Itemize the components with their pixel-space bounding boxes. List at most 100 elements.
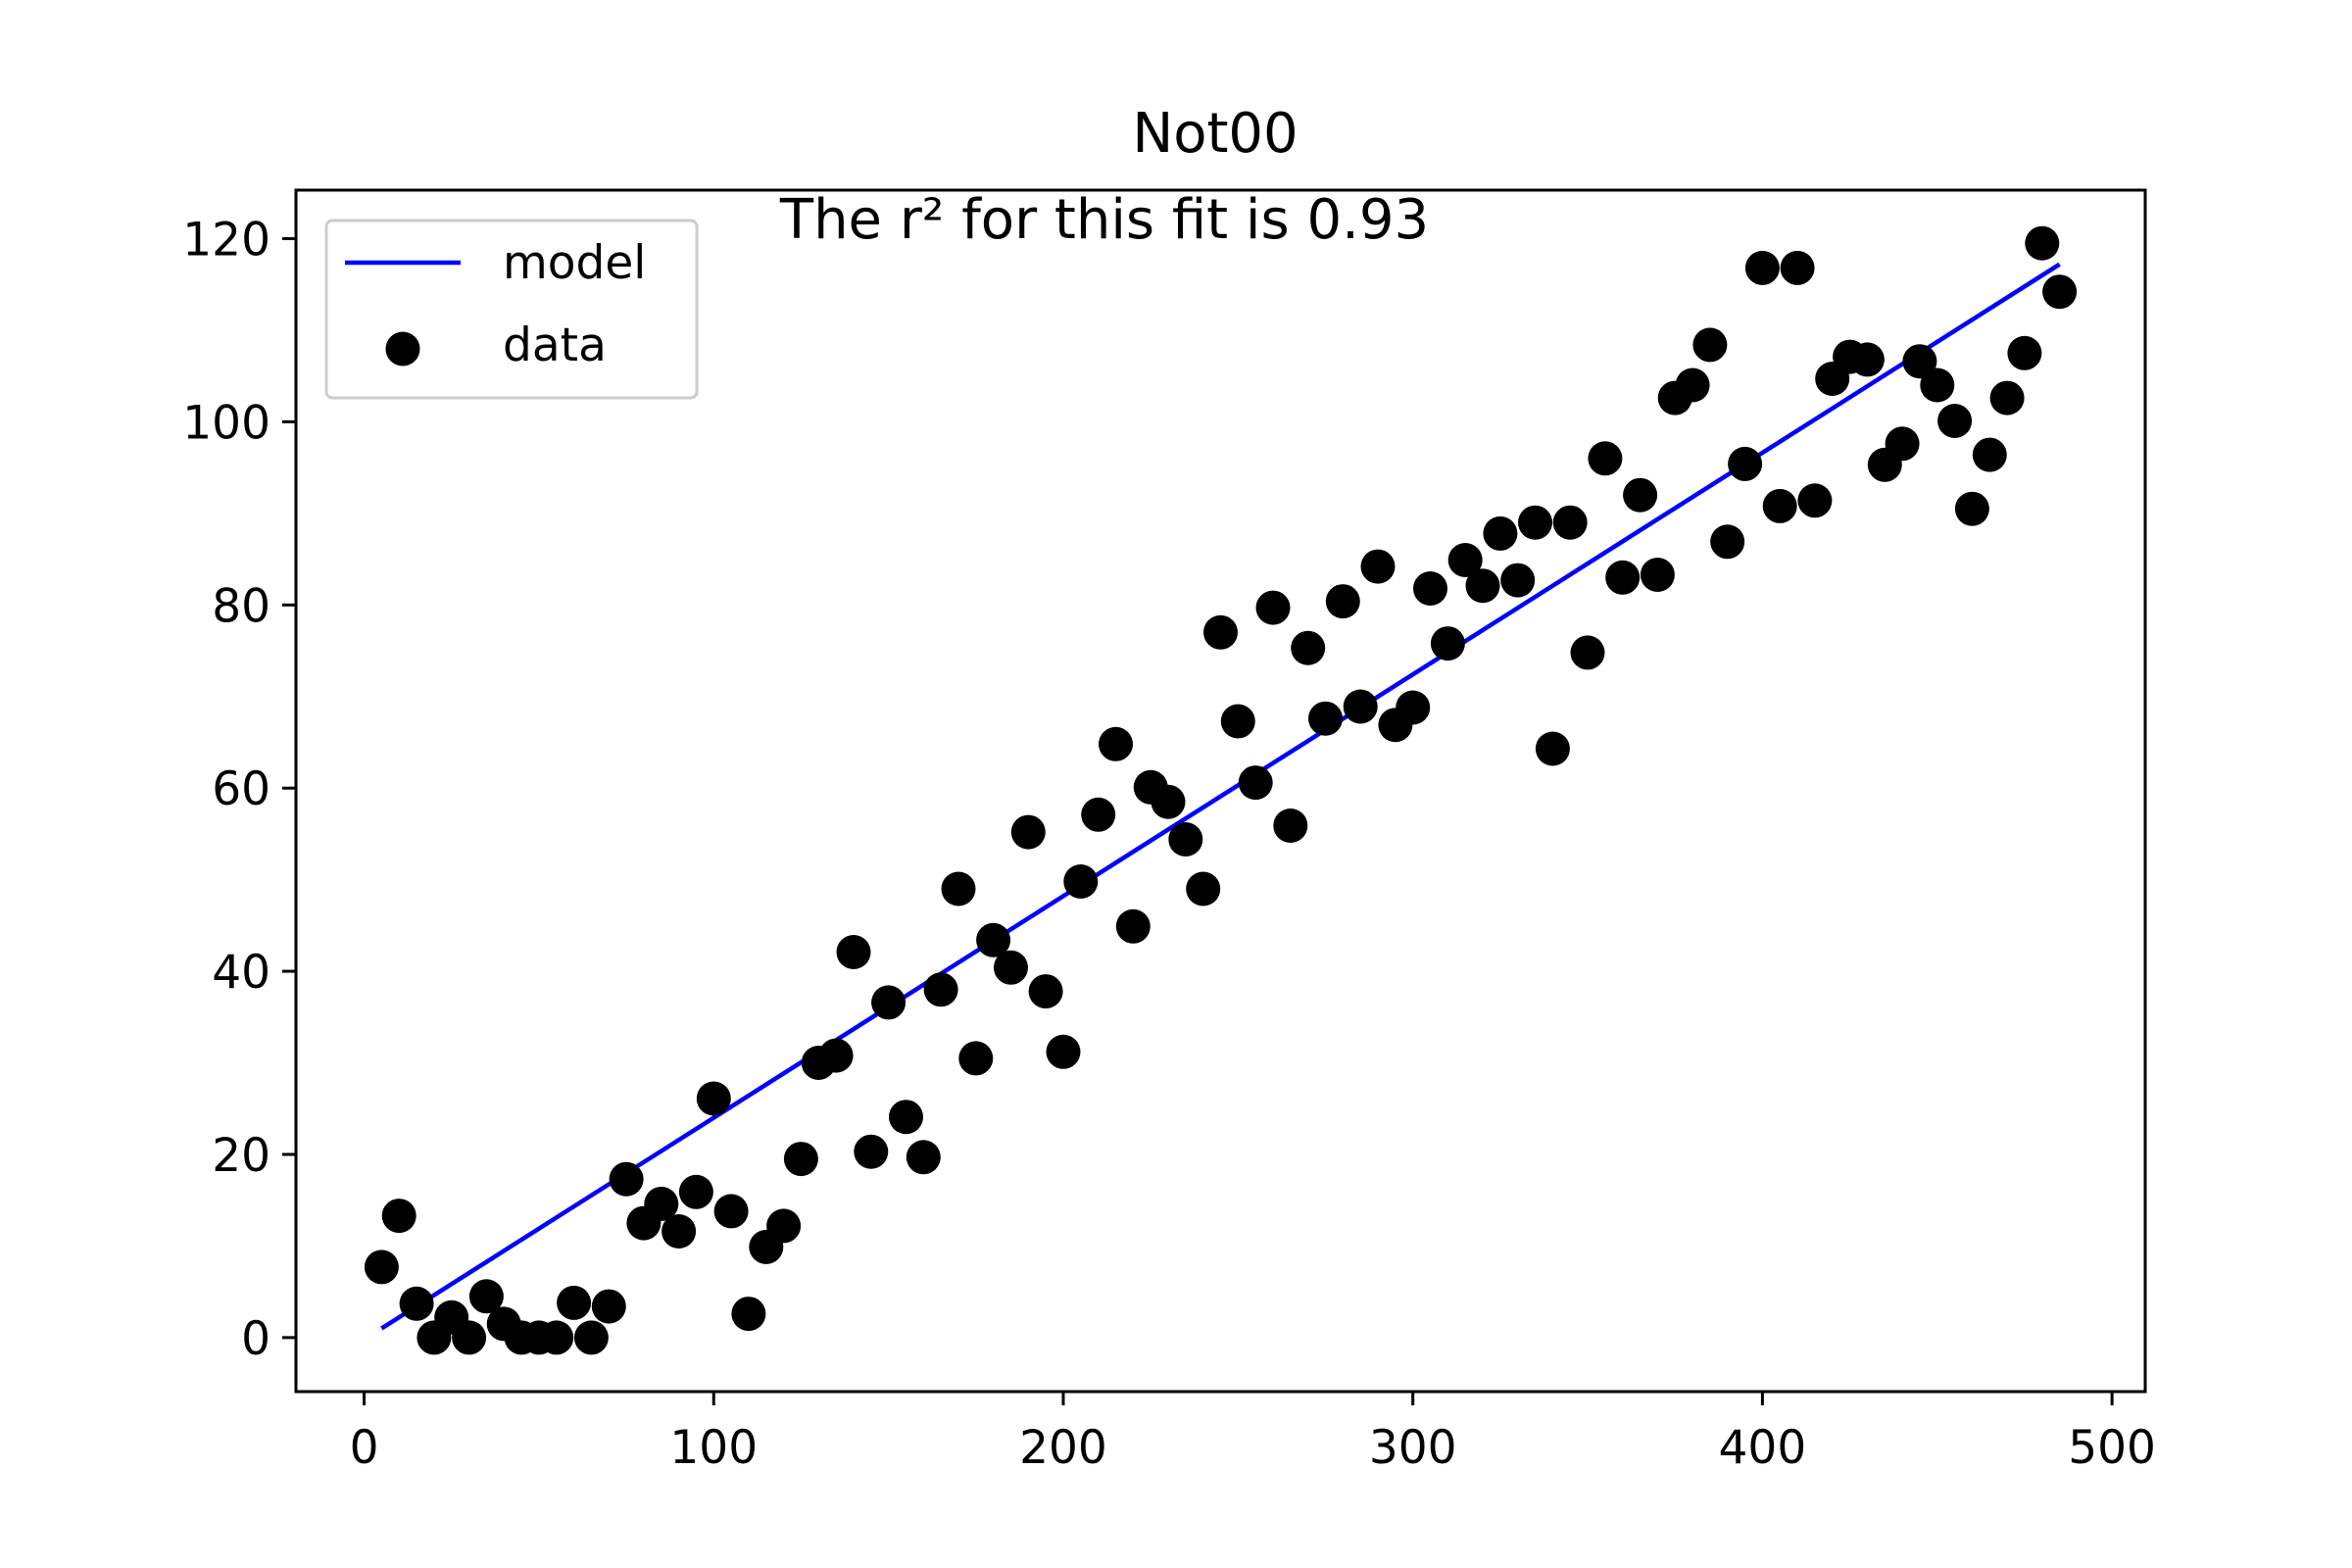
data-point (1081, 797, 1116, 832)
data-point (1168, 822, 1203, 857)
legend-model-label: model (503, 236, 646, 290)
y-tick-label: 80 (212, 579, 270, 633)
data-point (994, 950, 1028, 985)
data-point (557, 1285, 592, 1320)
data-point (1797, 483, 1833, 518)
model-line (380, 262, 2061, 1331)
data-point (1325, 584, 1360, 619)
data-point (1483, 515, 1518, 551)
data-point (906, 1140, 941, 1175)
data-point (731, 1297, 766, 1332)
data-point (1203, 614, 1238, 650)
x-tick-label: 300 (1369, 1421, 1457, 1475)
data-point (678, 1174, 713, 1209)
data-point (1762, 488, 1797, 523)
data-point (1623, 477, 1658, 513)
data-point (1937, 404, 1973, 438)
data-point (591, 1289, 626, 1324)
data-point (1430, 626, 1465, 662)
x-tick-label: 100 (669, 1421, 758, 1475)
data-point (1588, 441, 1623, 476)
data-point (1115, 908, 1151, 944)
data-point (696, 1081, 731, 1116)
data-point (1710, 524, 1745, 560)
data-point (1692, 327, 1728, 363)
data-point (1465, 568, 1500, 604)
plot-frame (294, 188, 2147, 1394)
data-point (539, 1320, 574, 1355)
data-point (854, 1134, 889, 1169)
data-point (1186, 871, 1221, 906)
data-point (1099, 726, 1133, 761)
data-point (609, 1161, 644, 1197)
data-point (1308, 701, 1343, 736)
data-point (958, 1041, 994, 1076)
data-point (923, 972, 958, 1007)
x-tick-label: 500 (2068, 1421, 2156, 1475)
data-point (1046, 1034, 1081, 1069)
data-point (976, 922, 1011, 957)
y-tick-label: 60 (212, 762, 270, 816)
data-point (1780, 250, 1815, 285)
data-point (1989, 380, 2025, 416)
axes: 0 100 200 300 400 500 0 20 40 60 80 100 120 (182, 188, 2156, 1475)
y-tick-label: 20 (212, 1129, 270, 1183)
legend-data-label: data (503, 318, 607, 372)
legend: model data (324, 219, 699, 400)
data-point (1255, 590, 1291, 625)
data-point (1063, 864, 1099, 899)
data-point (1396, 690, 1431, 725)
data-point (1605, 560, 1641, 595)
data-point (1885, 426, 1920, 462)
data-point (573, 1320, 609, 1355)
data-point (1500, 563, 1536, 598)
data-point (1220, 704, 1255, 739)
data-point (1744, 250, 1780, 285)
fit-annotation: The r² for this fit is 0.93 (779, 188, 1429, 252)
data-point (468, 1279, 504, 1314)
data-point (836, 935, 871, 969)
data-point (1273, 808, 1308, 843)
data-point (1902, 344, 1937, 379)
data-point (364, 1250, 399, 1285)
data-point (2007, 335, 2042, 370)
y-tick-label: 40 (212, 946, 270, 1000)
data-point (644, 1186, 679, 1221)
data-point (1849, 342, 1885, 377)
legend-data-swatch (385, 331, 420, 367)
data-point (818, 1038, 854, 1073)
x-tick-label: 400 (1719, 1421, 1807, 1475)
data-point (1535, 731, 1570, 766)
data-point (1360, 549, 1396, 584)
data-point (1552, 505, 1588, 540)
data-point (889, 1100, 923, 1135)
data-point (399, 1286, 434, 1321)
data-point (1413, 571, 1447, 606)
data-point (381, 1199, 416, 1234)
y-tick-label: 0 (241, 1312, 270, 1366)
data-point (2042, 274, 2078, 310)
data-point (1972, 437, 2007, 472)
data-point (1570, 635, 1605, 670)
data-point (871, 985, 906, 1020)
data-point (1028, 974, 1063, 1009)
data-point (766, 1208, 802, 1244)
data-point (941, 871, 976, 906)
data-point (783, 1142, 818, 1177)
data-point (662, 1214, 697, 1249)
data-point (713, 1194, 749, 1229)
data-point (452, 1320, 487, 1355)
data-point (1447, 543, 1483, 577)
data-point (1010, 814, 1046, 850)
y-tick-label: 100 (182, 396, 270, 450)
data-point (1238, 765, 1273, 801)
data-point (1343, 689, 1378, 724)
data-point (2025, 225, 2060, 261)
y-tick-label: 120 (182, 214, 270, 268)
data-point (1151, 784, 1186, 819)
data-point (1291, 630, 1326, 665)
data-point (1518, 505, 1552, 540)
data-point (1640, 558, 1675, 592)
